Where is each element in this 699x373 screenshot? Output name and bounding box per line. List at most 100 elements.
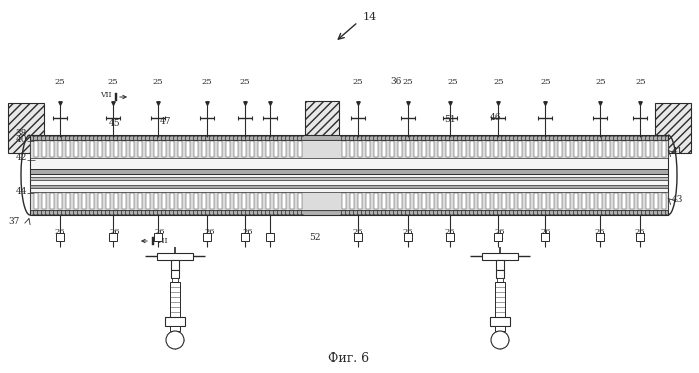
Bar	[106, 193, 110, 209]
Bar	[534, 141, 538, 157]
Bar	[305, 101, 339, 158]
Bar	[82, 141, 86, 157]
Bar	[495, 282, 505, 317]
Bar	[496, 260, 504, 270]
Bar	[510, 141, 514, 157]
Bar	[438, 193, 442, 209]
Text: 25: 25	[403, 78, 413, 86]
Bar	[66, 141, 70, 157]
Bar	[178, 141, 182, 157]
Bar	[162, 141, 166, 157]
Bar	[478, 193, 482, 209]
Text: 26: 26	[205, 228, 215, 236]
Bar	[241, 233, 249, 241]
Bar	[404, 233, 412, 241]
Bar	[290, 193, 294, 209]
Bar	[478, 141, 482, 157]
Bar	[170, 282, 180, 317]
Bar	[146, 193, 150, 209]
Text: 25: 25	[353, 78, 363, 86]
Circle shape	[491, 331, 509, 349]
Bar	[636, 233, 644, 241]
Bar	[172, 278, 178, 282]
Bar	[34, 141, 38, 157]
Text: 26: 26	[243, 228, 253, 236]
Bar	[210, 193, 214, 209]
Text: 26: 26	[595, 228, 605, 236]
Text: 26: 26	[635, 228, 645, 236]
Bar	[342, 193, 346, 209]
Bar	[30, 185, 668, 188]
Bar	[366, 141, 370, 157]
Bar	[122, 141, 126, 157]
Bar	[138, 193, 142, 209]
Bar	[406, 141, 410, 157]
Bar	[398, 193, 402, 209]
Bar	[74, 193, 78, 209]
Bar	[598, 141, 602, 157]
Bar	[186, 141, 190, 157]
Bar	[266, 193, 270, 209]
Bar	[582, 193, 586, 209]
Bar	[655, 103, 691, 153]
Bar	[582, 141, 586, 157]
Bar	[470, 141, 474, 157]
Bar	[526, 141, 530, 157]
Bar	[122, 193, 126, 209]
Bar	[550, 141, 554, 157]
Bar	[58, 193, 62, 209]
Bar	[454, 141, 458, 157]
Text: 36: 36	[390, 78, 402, 87]
Bar	[502, 141, 506, 157]
Text: 52: 52	[309, 233, 321, 242]
Bar	[298, 141, 302, 157]
Text: 25: 25	[55, 78, 65, 86]
Bar	[66, 193, 70, 209]
Bar	[194, 141, 198, 157]
Bar	[282, 193, 286, 209]
Bar	[510, 193, 514, 209]
Bar	[154, 141, 158, 157]
Bar	[654, 141, 658, 157]
Bar	[590, 193, 594, 209]
Bar	[596, 233, 604, 241]
Text: 26: 26	[110, 228, 120, 236]
Bar	[266, 141, 270, 157]
Bar	[274, 193, 278, 209]
Bar	[518, 193, 522, 209]
Bar	[606, 141, 610, 157]
Bar	[130, 141, 134, 157]
Bar	[50, 193, 54, 209]
Bar	[266, 233, 274, 241]
Bar	[154, 233, 162, 241]
Bar	[234, 193, 238, 209]
Bar	[203, 233, 211, 241]
Text: 25: 25	[202, 78, 212, 86]
Bar	[218, 193, 222, 209]
Bar	[258, 141, 262, 157]
Bar	[202, 193, 206, 209]
Bar	[350, 193, 354, 209]
Bar	[541, 233, 549, 241]
Bar	[138, 141, 142, 157]
Bar	[558, 141, 562, 157]
Text: 47: 47	[159, 117, 171, 126]
Bar	[50, 141, 54, 157]
Bar	[566, 141, 570, 157]
Text: 25: 25	[108, 78, 118, 86]
Bar	[30, 135, 668, 140]
Bar	[622, 141, 626, 157]
Bar	[56, 233, 64, 241]
Bar	[462, 141, 466, 157]
Text: 26: 26	[55, 228, 65, 236]
Bar	[162, 193, 166, 209]
Bar	[146, 141, 150, 157]
Bar	[382, 193, 386, 209]
Bar	[234, 141, 238, 157]
Bar	[550, 193, 554, 209]
Bar	[250, 193, 254, 209]
Bar	[526, 193, 530, 209]
Circle shape	[166, 331, 184, 349]
Bar	[638, 141, 642, 157]
Bar	[210, 141, 214, 157]
